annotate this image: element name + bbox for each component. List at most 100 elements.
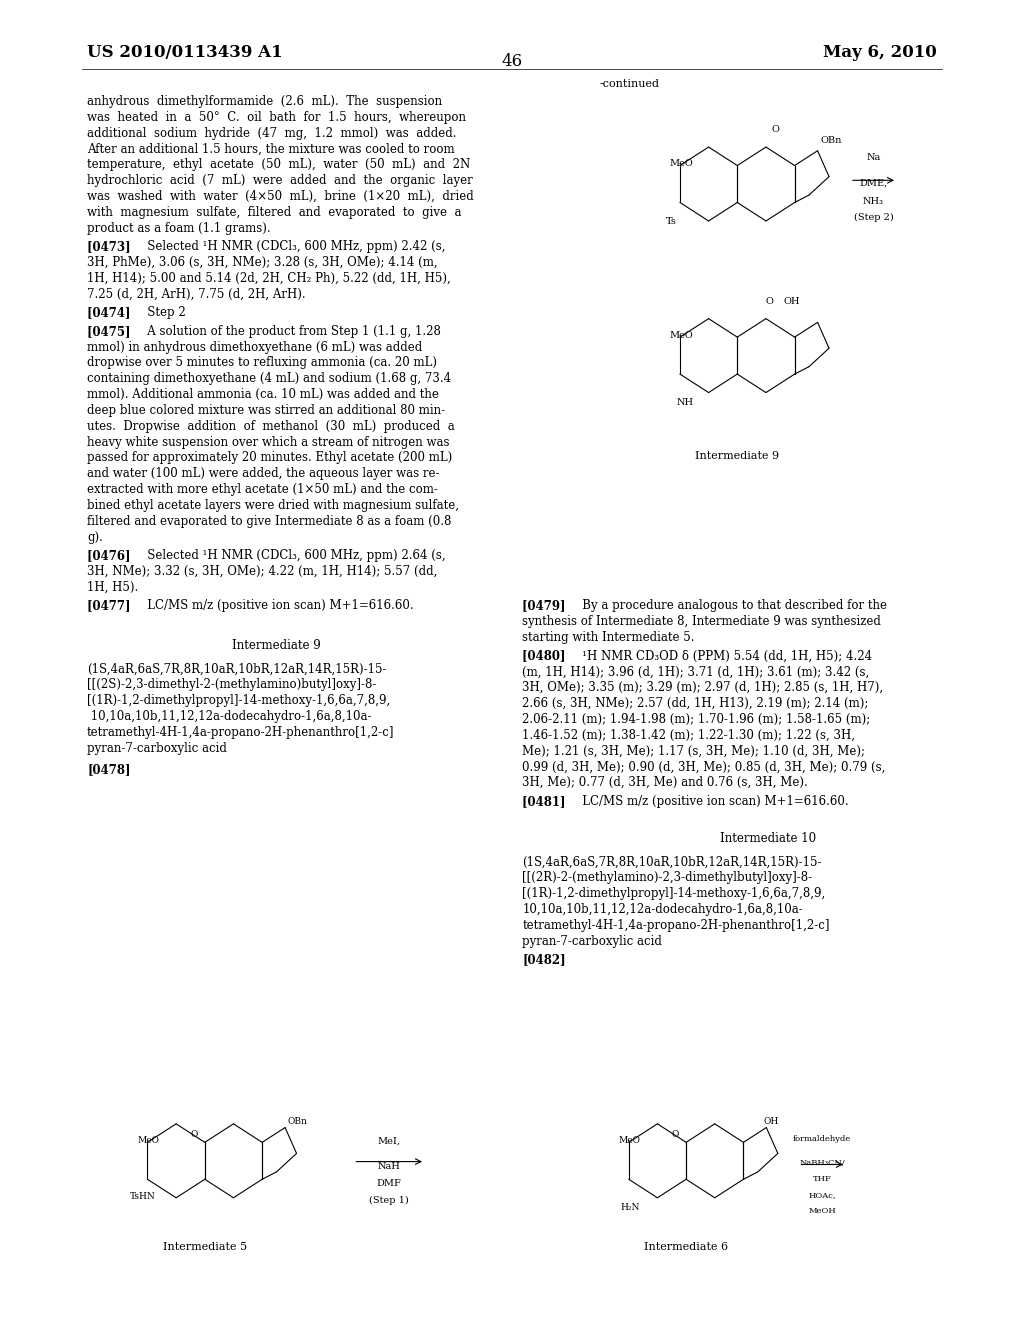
Text: Selected ¹H NMR (CDCl₃, 600 MHz, ppm) 2.64 (s,: Selected ¹H NMR (CDCl₃, 600 MHz, ppm) 2.…: [136, 549, 445, 562]
Text: [0476]: [0476]: [87, 549, 135, 562]
Text: mmol). Additional ammonia (ca. 10 mL) was added and the: mmol). Additional ammonia (ca. 10 mL) wa…: [87, 388, 439, 401]
Text: with  magnesium  sulfate,  filtered  and  evaporated  to  give  a: with magnesium sulfate, filtered and eva…: [87, 206, 462, 219]
Text: Ts: Ts: [666, 218, 677, 226]
Text: 2.66 (s, 3H, NMe); 2.57 (dd, 1H, H13), 2.19 (m); 2.14 (m);: 2.66 (s, 3H, NMe); 2.57 (dd, 1H, H13), 2…: [522, 697, 868, 710]
Text: additional  sodium  hydride  (47  mg,  1.2  mmol)  was  added.: additional sodium hydride (47 mg, 1.2 mm…: [87, 127, 457, 140]
Text: Intermediate 9: Intermediate 9: [695, 451, 779, 462]
Text: ¹H NMR CD₃OD δ (PPM) 5.54 (dd, 1H, H5); 4.24: ¹H NMR CD₃OD δ (PPM) 5.54 (dd, 1H, H5); …: [571, 649, 872, 663]
Text: bined ethyl acetate layers were dried with magnesium sulfate,: bined ethyl acetate layers were dried wi…: [87, 499, 459, 512]
Text: [0473]: [0473]: [87, 240, 135, 253]
Text: [0481]: [0481]: [522, 795, 570, 808]
Text: Intermediate 5: Intermediate 5: [163, 1242, 247, 1251]
Text: US 2010/0113439 A1: US 2010/0113439 A1: [87, 44, 283, 61]
Text: By a procedure analogous to that described for the: By a procedure analogous to that describ…: [571, 599, 887, 612]
Text: OH: OH: [764, 1117, 778, 1126]
Text: Intermediate 9: Intermediate 9: [232, 639, 321, 652]
Text: THF: THF: [813, 1175, 831, 1183]
Text: 3H, Me); 0.77 (d, 3H, Me) and 0.76 (s, 3H, Me).: 3H, Me); 0.77 (d, 3H, Me) and 0.76 (s, 3…: [522, 776, 808, 789]
Text: tetramethyl-4H-1,4a-propano-2H-phenanthro[1,2-c]: tetramethyl-4H-1,4a-propano-2H-phenanthr…: [87, 726, 394, 739]
Text: was  heated  in  a  50°  C.  oil  bath  for  1.5  hours,  whereupon: was heated in a 50° C. oil bath for 1.5 …: [87, 111, 466, 124]
Text: HOAc,: HOAc,: [809, 1191, 836, 1199]
Text: After an additional 1.5 hours, the mixture was cooled to room: After an additional 1.5 hours, the mixtu…: [87, 143, 455, 156]
Text: OBn: OBn: [288, 1117, 308, 1126]
Text: Na: Na: [866, 153, 881, 162]
Text: [0479]: [0479]: [522, 599, 570, 612]
Text: MeO: MeO: [137, 1137, 160, 1144]
Text: OBn: OBn: [820, 136, 842, 145]
Text: Intermediate 6: Intermediate 6: [644, 1242, 728, 1251]
Text: DMF: DMF: [377, 1179, 401, 1188]
Text: hydrochloric  acid  (7  mL)  were  added  and  the  organic  layer: hydrochloric acid (7 mL) were added and …: [87, 174, 473, 187]
Text: O: O: [772, 125, 779, 135]
Text: LC/MS m/z (positive ion scan) M+1=616.60.: LC/MS m/z (positive ion scan) M+1=616.60…: [571, 795, 849, 808]
Text: MeO: MeO: [618, 1137, 641, 1144]
Text: O: O: [190, 1130, 198, 1139]
Text: extracted with more ethyl acetate (1×50 mL) and the com-: extracted with more ethyl acetate (1×50 …: [87, 483, 438, 496]
Text: [(1R)-1,2-dimethylpropyl]-14-methoxy-1,6,6a,7,8,9,: [(1R)-1,2-dimethylpropyl]-14-methoxy-1,6…: [87, 694, 390, 708]
Text: H₂N: H₂N: [621, 1204, 640, 1212]
Text: DME,: DME,: [859, 180, 888, 187]
Text: [(1R)-1,2-dimethylpropyl]-14-methoxy-1,6,6a,7,8,9,: [(1R)-1,2-dimethylpropyl]-14-methoxy-1,6…: [522, 887, 825, 900]
Text: 3H, NMe); 3.32 (s, 3H, OMe); 4.22 (m, 1H, H14); 5.57 (dd,: 3H, NMe); 3.32 (s, 3H, OMe); 4.22 (m, 1H…: [87, 565, 437, 578]
Text: O: O: [672, 1130, 679, 1139]
Text: heavy white suspension over which a stream of nitrogen was: heavy white suspension over which a stre…: [87, 436, 450, 449]
Text: pyran-7-carboxylic acid: pyran-7-carboxylic acid: [87, 742, 227, 755]
Text: product as a foam (1.1 grams).: product as a foam (1.1 grams).: [87, 222, 270, 235]
Text: synthesis of Intermediate 8, Intermediate 9 was synthesized: synthesis of Intermediate 8, Intermediat…: [522, 615, 881, 628]
Text: utes.  Dropwise  addition  of  methanol  (30  mL)  produced  a: utes. Dropwise addition of methanol (30 …: [87, 420, 455, 433]
Text: tetramethyl-4H-1,4a-propano-2H-phenanthro[1,2-c]: tetramethyl-4H-1,4a-propano-2H-phenanthr…: [522, 919, 829, 932]
Text: mmol) in anhydrous dimethoxyethane (6 mL) was added: mmol) in anhydrous dimethoxyethane (6 mL…: [87, 341, 422, 354]
Text: 10,10a,10b,11,12,12a-dodecahydro-1,6a,8,10a-: 10,10a,10b,11,12,12a-dodecahydro-1,6a,8,…: [522, 903, 803, 916]
Text: OH: OH: [783, 297, 800, 306]
Text: formaldehyde: formaldehyde: [794, 1135, 851, 1143]
Text: [0482]: [0482]: [522, 953, 566, 966]
Text: (1S,4aR,6aS,7R,8R,10aR,10bR,12aR,14R,15R)-15-: (1S,4aR,6aS,7R,8R,10aR,10bR,12aR,14R,15R…: [522, 855, 821, 869]
Text: Intermediate 10: Intermediate 10: [720, 832, 816, 845]
Text: and water (100 mL) were added, the aqueous layer was re-: and water (100 mL) were added, the aqueo…: [87, 467, 439, 480]
Text: NH: NH: [677, 399, 694, 407]
Text: temperature,  ethyl  acetate  (50  mL),  water  (50  mL)  and  2N: temperature, ethyl acetate (50 mL), wate…: [87, 158, 470, 172]
Text: 3H, OMe); 3.35 (m); 3.29 (m); 2.97 (d, 1H); 2.85 (s, 1H, H7),: 3H, OMe); 3.35 (m); 3.29 (m); 2.97 (d, 1…: [522, 681, 884, 694]
Text: -continued: -continued: [599, 79, 659, 90]
Text: MeO: MeO: [670, 160, 693, 168]
Text: [0474]: [0474]: [87, 306, 135, 319]
Text: TsHN: TsHN: [130, 1192, 156, 1201]
Text: [[(2R)-2-(methylamino)-2,3-dimethylbutyl]oxy]-8-: [[(2R)-2-(methylamino)-2,3-dimethylbutyl…: [522, 871, 812, 884]
Text: 2.06-2.11 (m); 1.94-1.98 (m); 1.70-1.96 (m); 1.58-1.65 (m);: 2.06-2.11 (m); 1.94-1.98 (m); 1.70-1.96 …: [522, 713, 870, 726]
Text: May 6, 2010: May 6, 2010: [823, 44, 937, 61]
Text: 10,10a,10b,11,12,12a-dodecahydro-1,6a,8,10a-: 10,10a,10b,11,12,12a-dodecahydro-1,6a,8,…: [87, 710, 372, 723]
Text: [0477]: [0477]: [87, 599, 135, 612]
Text: 7.25 (d, 2H, ArH), 7.75 (d, 2H, ArH).: 7.25 (d, 2H, ArH), 7.75 (d, 2H, ArH).: [87, 288, 306, 301]
Text: passed for approximately 20 minutes. Ethyl acetate (200 mL): passed for approximately 20 minutes. Eth…: [87, 451, 453, 465]
Text: NH₃: NH₃: [863, 198, 884, 206]
Text: Selected ¹H NMR (CDCl₃, 600 MHz, ppm) 2.42 (s,: Selected ¹H NMR (CDCl₃, 600 MHz, ppm) 2.…: [136, 240, 445, 253]
Text: [0478]: [0478]: [87, 763, 130, 776]
Text: starting with Intermediate 5.: starting with Intermediate 5.: [522, 631, 694, 644]
Text: MeI,: MeI,: [378, 1137, 400, 1146]
Text: NaBH₃CN/: NaBH₃CN/: [800, 1159, 845, 1167]
Text: [[(2S)-2,3-dimethyl-2-(methylamino)butyl]oxy]-8-: [[(2S)-2,3-dimethyl-2-(methylamino)butyl…: [87, 678, 377, 692]
Text: MeOH: MeOH: [808, 1206, 837, 1214]
Text: A solution of the product from Step 1 (1.1 g, 1.28: A solution of the product from Step 1 (1…: [136, 325, 440, 338]
Text: 1H, H14); 5.00 and 5.14 (2d, 2H, CH₂ Ph), 5.22 (dd, 1H, H5),: 1H, H14); 5.00 and 5.14 (2d, 2H, CH₂ Ph)…: [87, 272, 451, 285]
Text: 1.46-1.52 (m); 1.38-1.42 (m); 1.22-1.30 (m); 1.22 (s, 3H,: 1.46-1.52 (m); 1.38-1.42 (m); 1.22-1.30 …: [522, 729, 855, 742]
Text: (m, 1H, H14); 3.96 (d, 1H); 3.71 (d, 1H); 3.61 (m); 3.42 (s,: (m, 1H, H14); 3.96 (d, 1H); 3.71 (d, 1H)…: [522, 665, 869, 678]
Text: pyran-7-carboxylic acid: pyran-7-carboxylic acid: [522, 935, 663, 948]
Text: 3H, PhMe), 3.06 (s, 3H, NMe); 3.28 (s, 3H, OMe); 4.14 (m,: 3H, PhMe), 3.06 (s, 3H, NMe); 3.28 (s, 3…: [87, 256, 437, 269]
Text: anhydrous  dimethylformamide  (2.6  mL).  The  suspension: anhydrous dimethylformamide (2.6 mL). Th…: [87, 95, 442, 108]
Text: filtered and evaporated to give Intermediate 8 as a foam (0.8: filtered and evaporated to give Intermed…: [87, 515, 452, 528]
Text: deep blue colored mixture was stirred an additional 80 min-: deep blue colored mixture was stirred an…: [87, 404, 445, 417]
Text: NaH: NaH: [378, 1162, 400, 1171]
Text: (1S,4aR,6aS,7R,8R,10aR,10bR,12aR,14R,15R)-15-: (1S,4aR,6aS,7R,8R,10aR,10bR,12aR,14R,15R…: [87, 663, 386, 676]
Text: dropwise over 5 minutes to refluxing ammonia (ca. 20 mL): dropwise over 5 minutes to refluxing amm…: [87, 356, 437, 370]
Text: LC/MS m/z (positive ion scan) M+1=616.60.: LC/MS m/z (positive ion scan) M+1=616.60…: [136, 599, 414, 612]
Text: was  washed  with  water  (4×50  mL),  brine  (1×20  mL),  dried: was washed with water (4×50 mL), brine (…: [87, 190, 474, 203]
Text: 0.99 (d, 3H, Me); 0.90 (d, 3H, Me); 0.85 (d, 3H, Me); 0.79 (s,: 0.99 (d, 3H, Me); 0.90 (d, 3H, Me); 0.85…: [522, 760, 886, 774]
Text: 46: 46: [502, 53, 522, 70]
Text: Step 2: Step 2: [136, 306, 185, 319]
Text: containing dimethoxyethane (4 mL) and sodium (1.68 g, 73.4: containing dimethoxyethane (4 mL) and so…: [87, 372, 452, 385]
Text: MeO: MeO: [670, 331, 693, 339]
Text: (Step 1): (Step 1): [370, 1196, 409, 1205]
Text: O: O: [766, 297, 774, 306]
Text: g).: g).: [87, 531, 103, 544]
